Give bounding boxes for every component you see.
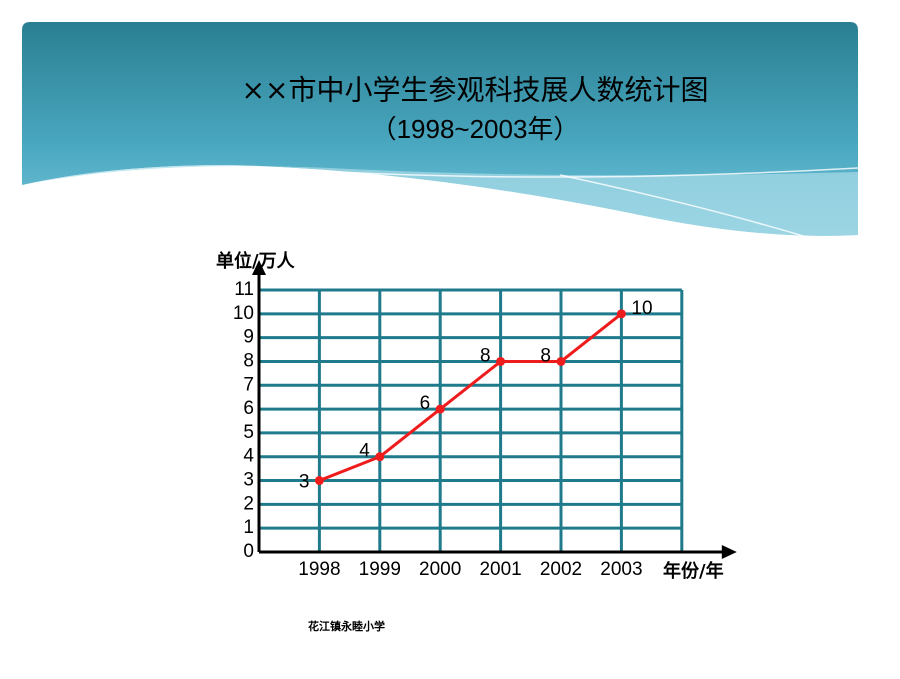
x-axis-label: 年份/年 [663,560,724,582]
value-label: 8 [480,345,491,366]
data-line [318,312,623,482]
value-label: 6 [420,393,431,414]
y-tick-label: 7 [243,374,254,395]
data-point [435,404,445,414]
footer: 花江镇永睦小学 [308,619,385,633]
data-point [616,309,626,319]
x-tick-label: 1999 [359,559,401,580]
y-tick-label: 0 [243,541,254,562]
data-point [556,356,566,366]
value-label: 10 [631,298,652,319]
data-point [314,476,324,486]
y-tick-label: 1 [243,517,254,538]
subtitle: （1998~2003年） [371,114,580,144]
x-tick-label: 2000 [419,559,461,580]
y-tick-label: 3 [243,470,254,491]
y-axis-arrow [252,260,266,275]
x-axis-arrow [721,545,737,559]
y-tick-label: 2 [243,493,254,514]
y-tick-label: 5 [243,422,254,443]
y-tick-label: 11 [234,279,254,300]
y-axis-label: 单位/万人 [216,250,296,272]
x-tick-label: 2003 [600,559,642,580]
y-tick-label: 10 [233,303,254,324]
y-tick-label: 6 [243,398,254,419]
value-label: 4 [359,441,370,462]
x-tick-label: 2001 [479,559,521,580]
y-tick-label: 9 [243,327,254,348]
value-label: 3 [299,472,310,493]
x-tick-label: 2002 [540,559,582,580]
data-point [496,356,506,366]
title: ××市中小学生参观科技展人数统计图 [242,74,709,107]
banner-wave [22,165,858,236]
x-tick-label: 1998 [298,559,340,580]
y-tick-label: 4 [243,446,254,467]
data-point [375,452,385,462]
y-tick-label: 8 [243,350,254,371]
value-label: 8 [540,345,551,366]
banner-wave-line [559,174,811,239]
